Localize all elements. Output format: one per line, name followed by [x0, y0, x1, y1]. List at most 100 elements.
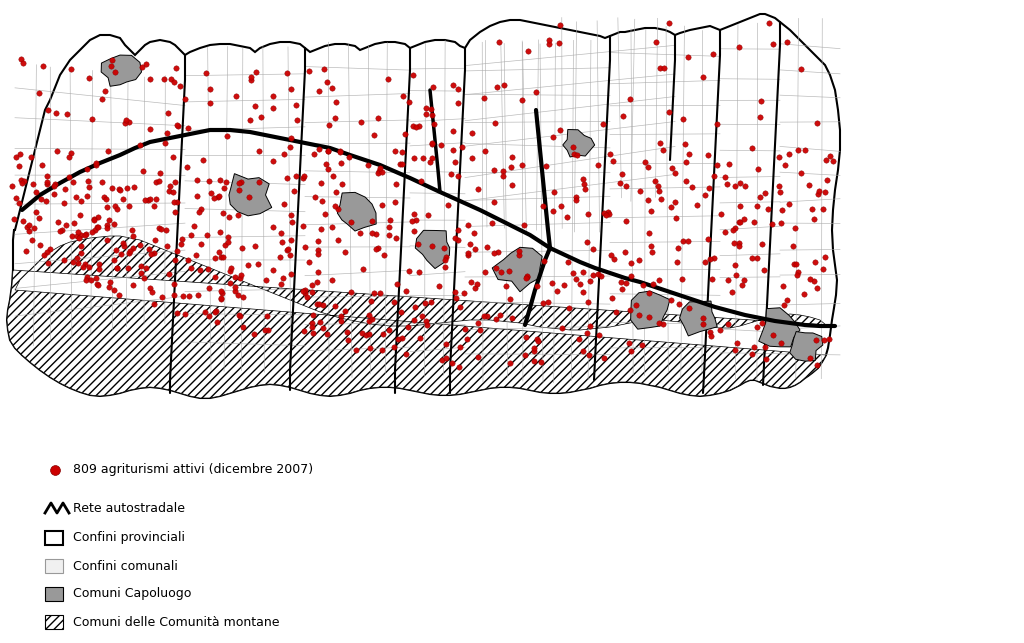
Point	[83, 275, 99, 285]
Point	[743, 253, 760, 263]
Point	[546, 187, 562, 197]
Point	[394, 147, 411, 158]
Text: Rete autostradale: Rete autostradale	[73, 502, 185, 514]
Point	[115, 194, 131, 204]
Point	[381, 230, 397, 240]
Point	[451, 362, 467, 372]
Point	[321, 120, 337, 131]
Point	[431, 280, 447, 291]
Point	[173, 234, 189, 244]
Point	[404, 69, 421, 80]
Point	[106, 285, 123, 295]
Point	[125, 280, 141, 290]
Point	[699, 233, 716, 244]
Point	[577, 185, 593, 195]
Point	[161, 269, 177, 279]
Point	[169, 308, 185, 318]
Point	[139, 195, 156, 205]
Polygon shape	[416, 230, 450, 269]
Point	[407, 209, 423, 219]
Point	[147, 194, 164, 204]
Point	[73, 230, 89, 240]
Point	[126, 182, 142, 192]
Point	[201, 311, 217, 321]
Point	[596, 208, 612, 219]
Point	[159, 240, 175, 251]
Point	[374, 345, 390, 355]
Point	[125, 242, 141, 253]
Point	[754, 318, 770, 328]
Point	[42, 244, 58, 254]
Point	[780, 149, 797, 159]
Point	[565, 142, 582, 152]
Point	[426, 119, 442, 129]
Point	[339, 327, 355, 338]
Point	[697, 190, 714, 201]
Point	[276, 199, 293, 209]
Point	[518, 332, 535, 342]
Point	[206, 193, 222, 203]
Point	[380, 74, 396, 84]
Point	[669, 257, 685, 267]
Point	[519, 271, 536, 282]
Point	[707, 253, 723, 263]
Point	[519, 271, 536, 282]
Point	[720, 275, 736, 285]
Point	[55, 255, 72, 265]
Point	[104, 183, 121, 194]
Point	[745, 341, 762, 352]
Point	[188, 175, 205, 185]
Point	[202, 84, 218, 94]
Point	[56, 198, 73, 208]
Point	[593, 271, 609, 282]
Point	[408, 122, 424, 132]
Point	[730, 240, 746, 251]
Point	[222, 266, 239, 276]
Point	[163, 74, 179, 84]
Point	[88, 158, 104, 168]
Point	[65, 177, 81, 187]
Point	[118, 114, 134, 125]
Point	[79, 272, 95, 282]
Point	[311, 299, 328, 309]
Point	[407, 302, 423, 312]
Point	[23, 152, 39, 162]
Point	[251, 146, 267, 156]
Point	[604, 293, 621, 303]
Point	[153, 168, 169, 178]
Point	[451, 84, 467, 94]
Point	[809, 283, 825, 293]
Point	[663, 294, 679, 305]
Point	[560, 303, 577, 313]
Point	[392, 159, 409, 169]
Point	[3, 181, 19, 191]
Point	[810, 188, 826, 199]
Point	[727, 181, 743, 191]
Point	[140, 244, 157, 254]
Point	[452, 302, 468, 312]
Point	[91, 264, 108, 275]
Point	[305, 149, 322, 159]
Point	[328, 96, 344, 107]
Point	[166, 278, 182, 289]
Point	[73, 248, 89, 258]
Text: Confini comunali: Confini comunali	[73, 559, 178, 572]
Point	[460, 248, 476, 258]
Point	[464, 153, 480, 163]
Point	[327, 201, 343, 212]
Point	[308, 298, 325, 309]
Point	[319, 77, 336, 87]
Point	[122, 246, 138, 257]
Point	[71, 233, 87, 244]
Point	[655, 63, 672, 73]
Point	[305, 309, 322, 320]
Point	[595, 119, 611, 129]
Point	[446, 156, 463, 167]
Point	[168, 246, 184, 257]
Point	[424, 153, 440, 163]
Point	[624, 346, 640, 356]
Point	[67, 217, 83, 228]
Point	[504, 179, 520, 190]
Point	[296, 242, 312, 252]
Point	[449, 293, 465, 303]
